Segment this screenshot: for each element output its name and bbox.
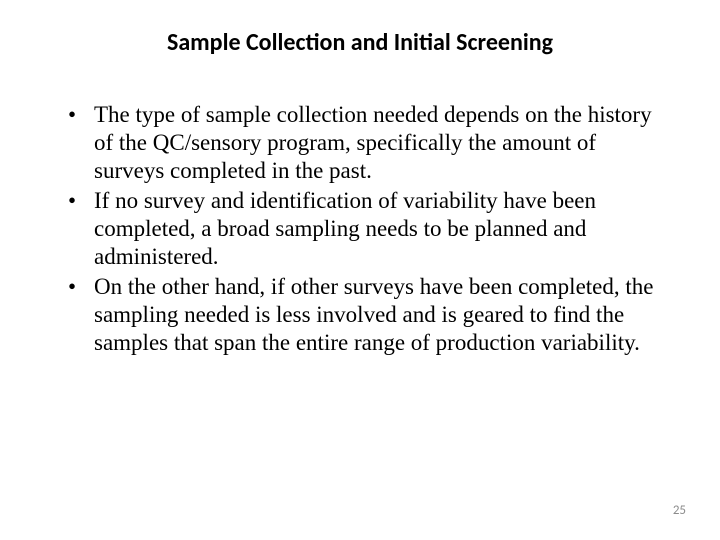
bullet-item: If no survey and identification of varia…	[68, 187, 670, 271]
bullet-item: The type of sample collection needed dep…	[68, 101, 670, 185]
slide-container: Sample Collection and Initial Screening …	[0, 0, 720, 540]
bullet-list: The type of sample collection needed dep…	[50, 101, 670, 357]
slide-title: Sample Collection and Initial Screening	[50, 28, 670, 57]
page-number: 25	[673, 503, 686, 518]
bullet-item: On the other hand, if other surveys have…	[68, 273, 670, 357]
